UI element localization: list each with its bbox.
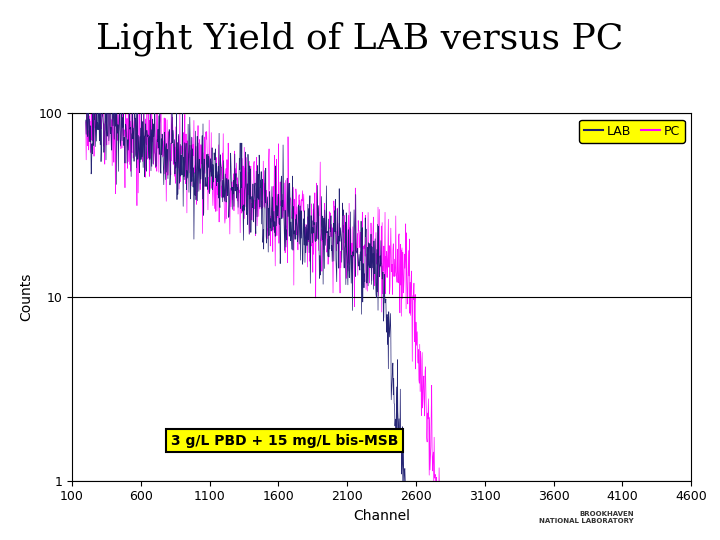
Text: Light Yield of LAB versus PC: Light Yield of LAB versus PC xyxy=(96,22,624,56)
Legend: LAB, PC: LAB, PC xyxy=(580,120,685,143)
Text: BROOKHAVEN
NATIONAL LABORATORY: BROOKHAVEN NATIONAL LABORATORY xyxy=(539,511,634,524)
Text: 3 g/L PBD + 15 mg/L bis-MSB: 3 g/L PBD + 15 mg/L bis-MSB xyxy=(171,434,398,448)
Y-axis label: Counts: Counts xyxy=(19,273,33,321)
X-axis label: Channel: Channel xyxy=(353,509,410,523)
